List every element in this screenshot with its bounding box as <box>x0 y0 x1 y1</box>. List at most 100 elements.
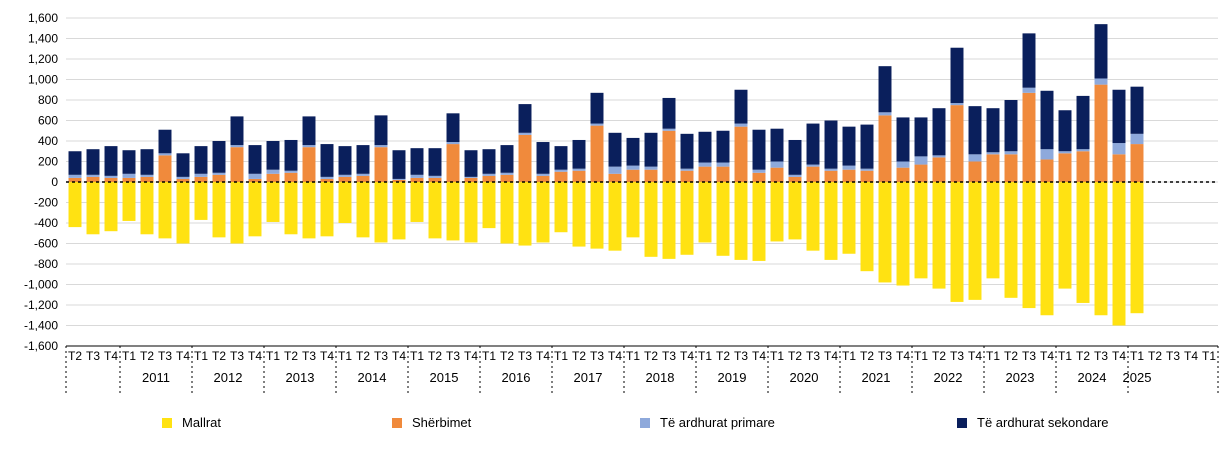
bar-mallrat <box>302 182 316 239</box>
bar-mallrat <box>320 182 334 237</box>
bar-primare <box>248 173 262 179</box>
x-tick-label: T1 <box>1058 349 1072 363</box>
bar-mallrat <box>590 182 604 249</box>
x-tick-label: T3 <box>878 349 892 363</box>
bar-mallrat <box>266 182 280 222</box>
bar-sekondare <box>302 116 316 146</box>
bar-primare <box>770 161 784 168</box>
bar-primare <box>626 165 640 170</box>
x-tick-label: T4 <box>968 349 982 363</box>
bar-sherbimet <box>842 169 856 182</box>
bar-mallrat <box>680 182 694 255</box>
bar-primare <box>302 145 316 148</box>
bar-primare <box>914 156 928 165</box>
bar-mallrat <box>860 182 874 272</box>
bar-sekondare <box>374 115 388 146</box>
year-label: 2019 <box>718 370 747 385</box>
bar-sekondare <box>518 104 532 133</box>
bar-sherbimet <box>266 173 280 182</box>
bar-sekondare <box>320 144 334 177</box>
bar-primare <box>1076 149 1090 152</box>
x-tick-label: T1 <box>1202 349 1216 363</box>
bar-sherbimet <box>734 126 748 182</box>
bar-sherbimet <box>1112 154 1126 182</box>
bar-primare <box>446 142 460 145</box>
bar-primare <box>392 178 406 180</box>
bar-sherbimet <box>536 175 550 182</box>
bar-primare <box>1058 151 1072 154</box>
bar-mallrat <box>194 182 208 220</box>
x-tick-label: T3 <box>86 349 100 363</box>
y-tick-label: 1,600 <box>28 11 58 25</box>
bar-sherbimet <box>878 115 892 182</box>
bar-primare <box>518 132 532 135</box>
x-tick-label: T2 <box>212 349 226 363</box>
bar-mallrat <box>518 182 532 246</box>
bar-primare <box>1004 151 1018 155</box>
bar-sherbimet <box>410 177 424 182</box>
legend-label-sekondare: Të ardhurat sekondare <box>977 415 1109 430</box>
bar-primare <box>644 166 658 170</box>
bar-sekondare <box>824 120 838 169</box>
x-tick-label: T2 <box>1004 349 1018 363</box>
bar-sekondare <box>446 113 460 143</box>
bar-primare <box>86 174 100 177</box>
bar-primare <box>1022 87 1036 93</box>
x-tick-label: T4 <box>104 349 118 363</box>
bar-sherbimet <box>482 175 496 182</box>
bar-sekondare <box>716 130 730 163</box>
y-tick-label: 0 <box>51 175 58 189</box>
x-tick-label: T2 <box>1076 349 1090 363</box>
bar-primare <box>464 176 478 178</box>
y-tick-label: -1,000 <box>24 278 58 292</box>
x-tick-label: T3 <box>302 349 316 363</box>
bar-sherbimet <box>158 155 172 182</box>
bar-mallrat <box>608 182 622 251</box>
bar-mallrat <box>896 182 910 286</box>
bar-sekondare <box>392 150 406 179</box>
bar-sherbimet <box>176 178 190 182</box>
bar-sekondare <box>464 150 478 177</box>
bar-mallrat <box>716 182 730 256</box>
bar-sherbimet <box>572 170 586 182</box>
x-tick-label: T1 <box>194 349 208 363</box>
bar-sherbimet <box>680 170 694 182</box>
bar-mallrat <box>500 182 514 244</box>
year-label: 2012 <box>214 370 243 385</box>
bar-primare <box>500 172 514 175</box>
bar-sekondare <box>608 132 622 167</box>
bar-primare <box>878 112 892 116</box>
bar-mallrat <box>572 182 586 247</box>
bar-mallrat <box>770 182 784 242</box>
bar-sekondare <box>644 132 658 167</box>
bar-sherbimet <box>932 157 946 182</box>
x-tick-label: T3 <box>518 349 532 363</box>
bar-sherbimet <box>1094 84 1108 182</box>
bar-mallrat <box>806 182 820 251</box>
bar-mallrat <box>932 182 946 289</box>
legend-item-sherbimet: Shërbimet <box>392 415 471 430</box>
year-label: 2016 <box>502 370 531 385</box>
y-tick-label: 400 <box>38 134 58 148</box>
y-tick-label: 1,200 <box>28 52 58 66</box>
bar-sherbimet <box>230 147 244 182</box>
bar-sekondare <box>536 142 550 174</box>
bar-sherbimet <box>986 154 1000 182</box>
x-tick-label: T3 <box>662 349 676 363</box>
bar-sekondare <box>698 131 712 163</box>
x-tick-label: T1 <box>842 349 856 363</box>
x-tick-label: T1 <box>554 349 568 363</box>
bar-sekondare <box>122 150 136 174</box>
bar-primare <box>896 161 910 168</box>
bar-sekondare <box>878 66 892 113</box>
y-axis-ticks: -1,600 -1,400 -1,200 -1,000 -800 -600 -400 -200… <box>24 11 58 353</box>
bar-primare <box>932 155 946 158</box>
y-tick-label: 600 <box>38 114 58 128</box>
bar-sherbimet <box>896 167 910 182</box>
x-tick-label: T1 <box>122 349 136 363</box>
bar-primare <box>752 169 766 173</box>
bar-sherbimet <box>140 176 154 182</box>
x-tick-label: T1 <box>770 349 784 363</box>
bar-sekondare <box>212 141 226 173</box>
y-tick-label: -1,400 <box>24 319 58 333</box>
